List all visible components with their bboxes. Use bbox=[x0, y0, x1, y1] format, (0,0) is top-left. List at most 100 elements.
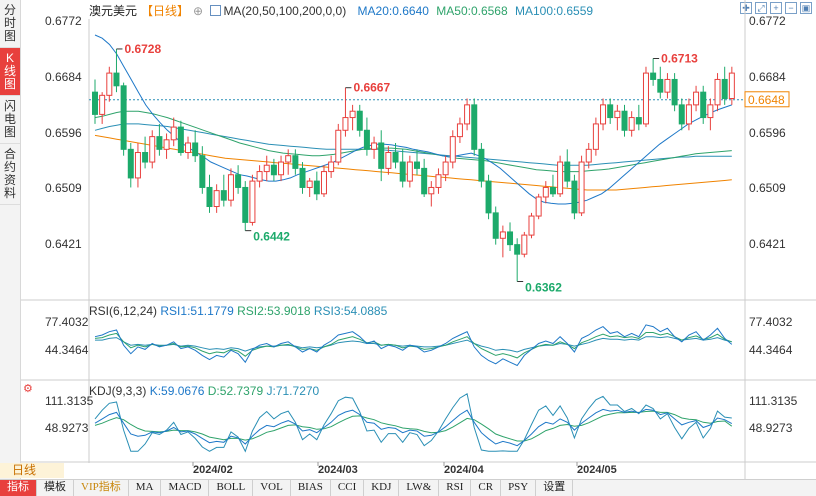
candle-body bbox=[478, 148, 485, 182]
candle-body bbox=[456, 123, 463, 138]
candle-body bbox=[149, 136, 156, 163]
kdj-tick-left-0: 111.3135 bbox=[45, 394, 94, 408]
kdj-k-line bbox=[94, 408, 733, 447]
candle-body bbox=[242, 186, 249, 223]
price-tick-left-2: 0.6596 bbox=[45, 126, 82, 140]
rsi-tick-right-0: 77.4032 bbox=[749, 315, 793, 329]
ma50-value: MA50:0.6568 bbox=[436, 4, 508, 18]
toolbar-item-10[interactable]: LW& bbox=[399, 480, 440, 496]
period-selector[interactable]: 【日线】 bbox=[141, 4, 190, 18]
chart-header: 澳元美元 【日线】 ⊕ MA(20,50,100,200,0,0) MA20:0.6… bbox=[89, 2, 597, 19]
kdj-d-value: D:52.7379 bbox=[207, 384, 264, 398]
indicator-settings-icon[interactable]: ⚙ bbox=[23, 383, 33, 395]
candle-body bbox=[92, 91, 98, 115]
candle-body bbox=[485, 180, 492, 214]
sidebar-tab-2[interactable]: 闪电图 bbox=[0, 96, 20, 144]
candle-body bbox=[385, 152, 392, 169]
candle-body bbox=[650, 72, 657, 80]
toolbar-item-8[interactable]: CCI bbox=[331, 480, 365, 496]
candle-body bbox=[127, 148, 134, 179]
toolbar-item-7[interactable]: BIAS bbox=[291, 480, 331, 496]
fullscreen-icon[interactable]: ▣ bbox=[800, 2, 812, 14]
candle-body bbox=[313, 180, 320, 195]
rsi1-value: RSI1:51.1779 bbox=[160, 304, 234, 318]
toolbar-item-4[interactable]: MACD bbox=[161, 480, 210, 496]
ma20-value: MA20:0.6640 bbox=[357, 4, 429, 18]
toolbar-item-2[interactable]: VIP指标 bbox=[74, 480, 129, 496]
toolbar-item-0[interactable]: 指标 bbox=[0, 480, 37, 496]
zoom-out-icon[interactable]: − bbox=[785, 2, 797, 14]
candle-body bbox=[227, 174, 234, 201]
candle-body bbox=[592, 123, 599, 150]
rsi1-line bbox=[94, 324, 733, 367]
rsi3-value: RSI3:54.0885 bbox=[313, 304, 388, 318]
candle-body bbox=[285, 155, 292, 163]
date-label-2: 2024/04 bbox=[444, 464, 485, 476]
chart-tools: ✚ ⤢ + − ▣ bbox=[740, 2, 812, 14]
settings-gear-icon[interactable]: ⊕ bbox=[193, 4, 204, 18]
ma-params: MA(20,50,100,200,0,0) bbox=[223, 4, 347, 18]
candle-body bbox=[220, 190, 227, 201]
candle-body bbox=[270, 164, 277, 176]
candle-body bbox=[406, 161, 413, 182]
candle-body bbox=[642, 72, 649, 125]
kdj-label: KDJ(9,3,3) bbox=[89, 384, 147, 398]
rsi3-line bbox=[95, 336, 732, 353]
price-tick-right-0: 0.6772 bbox=[749, 14, 786, 28]
sidebar-tab-3[interactable]: 合约资料 bbox=[0, 144, 20, 205]
candle-body bbox=[163, 139, 170, 150]
ma200-line bbox=[94, 134, 732, 191]
toolbar-item-9[interactable]: KDJ bbox=[364, 480, 400, 496]
candle-body bbox=[464, 104, 471, 125]
ma50-line bbox=[94, 110, 732, 173]
candle-body bbox=[492, 212, 499, 239]
date-label-1: 2024/03 bbox=[318, 464, 358, 476]
rsi-tick-right-1: 44.3464 bbox=[749, 343, 793, 357]
period-label[interactable]: 日线 bbox=[0, 463, 64, 478]
candle-body bbox=[693, 91, 700, 106]
price-tick-right-1: 0.6684 bbox=[749, 70, 786, 84]
candle-body bbox=[578, 161, 585, 214]
toolbar-item-5[interactable]: BOLL bbox=[209, 480, 254, 496]
candle-body bbox=[514, 244, 521, 255]
date-label-0: 2024/02 bbox=[193, 464, 233, 476]
candle-body bbox=[306, 180, 313, 188]
rsi-label: RSI(6,12,24) bbox=[89, 304, 158, 318]
price-tick-left-0: 0.6772 bbox=[45, 14, 82, 28]
toolbar-item-3[interactable]: MA bbox=[129, 480, 162, 496]
chart-svg[interactable]: 0.6772 0.6772 0.6684 0.6684 0.6596 0.6596 0.65… bbox=[21, 0, 816, 495]
toolbar-item-14[interactable]: 设置 bbox=[536, 480, 574, 496]
candle-body bbox=[120, 85, 127, 150]
candle-body bbox=[349, 110, 356, 119]
candle-body bbox=[621, 110, 628, 131]
candle-body bbox=[335, 129, 342, 163]
zoom-fit-icon[interactable]: ⤢ bbox=[755, 2, 767, 14]
annotation-high-1: 0.6728 bbox=[124, 42, 161, 56]
toolbar-item-12[interactable]: CR bbox=[471, 480, 502, 496]
candle-body bbox=[320, 171, 327, 195]
kdj-j-line bbox=[94, 393, 732, 453]
candle-body bbox=[328, 161, 335, 173]
candle-body bbox=[549, 186, 556, 195]
candle-body bbox=[442, 161, 449, 176]
candle-body bbox=[414, 161, 420, 169]
candle-body bbox=[657, 78, 664, 93]
toolbar-item-11[interactable]: RSI bbox=[439, 480, 472, 496]
kdj-k-value: K:59.0676 bbox=[149, 384, 205, 398]
sidebar-tab-0[interactable]: 分时图 bbox=[0, 0, 20, 48]
candle-body bbox=[99, 94, 106, 115]
toolbar-item-1[interactable]: 模板 bbox=[37, 480, 74, 496]
candle-body bbox=[571, 180, 578, 214]
zoom-in-icon[interactable]: + bbox=[770, 2, 782, 14]
toolbar-item-6[interactable]: VOL bbox=[253, 480, 291, 496]
toolbar-item-13[interactable]: PSY bbox=[501, 480, 537, 496]
current-price-label: 0.6648 bbox=[748, 93, 785, 107]
crosshair-icon[interactable]: ✚ bbox=[740, 2, 752, 14]
candle-body bbox=[170, 126, 177, 141]
rsi-header: RSI(6,12,24) RSI1:51.1779 RSI2:53.9018 R… bbox=[89, 304, 387, 318]
candle-body bbox=[177, 126, 184, 154]
candle-body bbox=[263, 164, 270, 173]
kdj-header: KDJ(9,3,3) K:59.0676 D:52.7379 J:71.7270 bbox=[89, 384, 319, 398]
candle-body bbox=[342, 117, 349, 131]
